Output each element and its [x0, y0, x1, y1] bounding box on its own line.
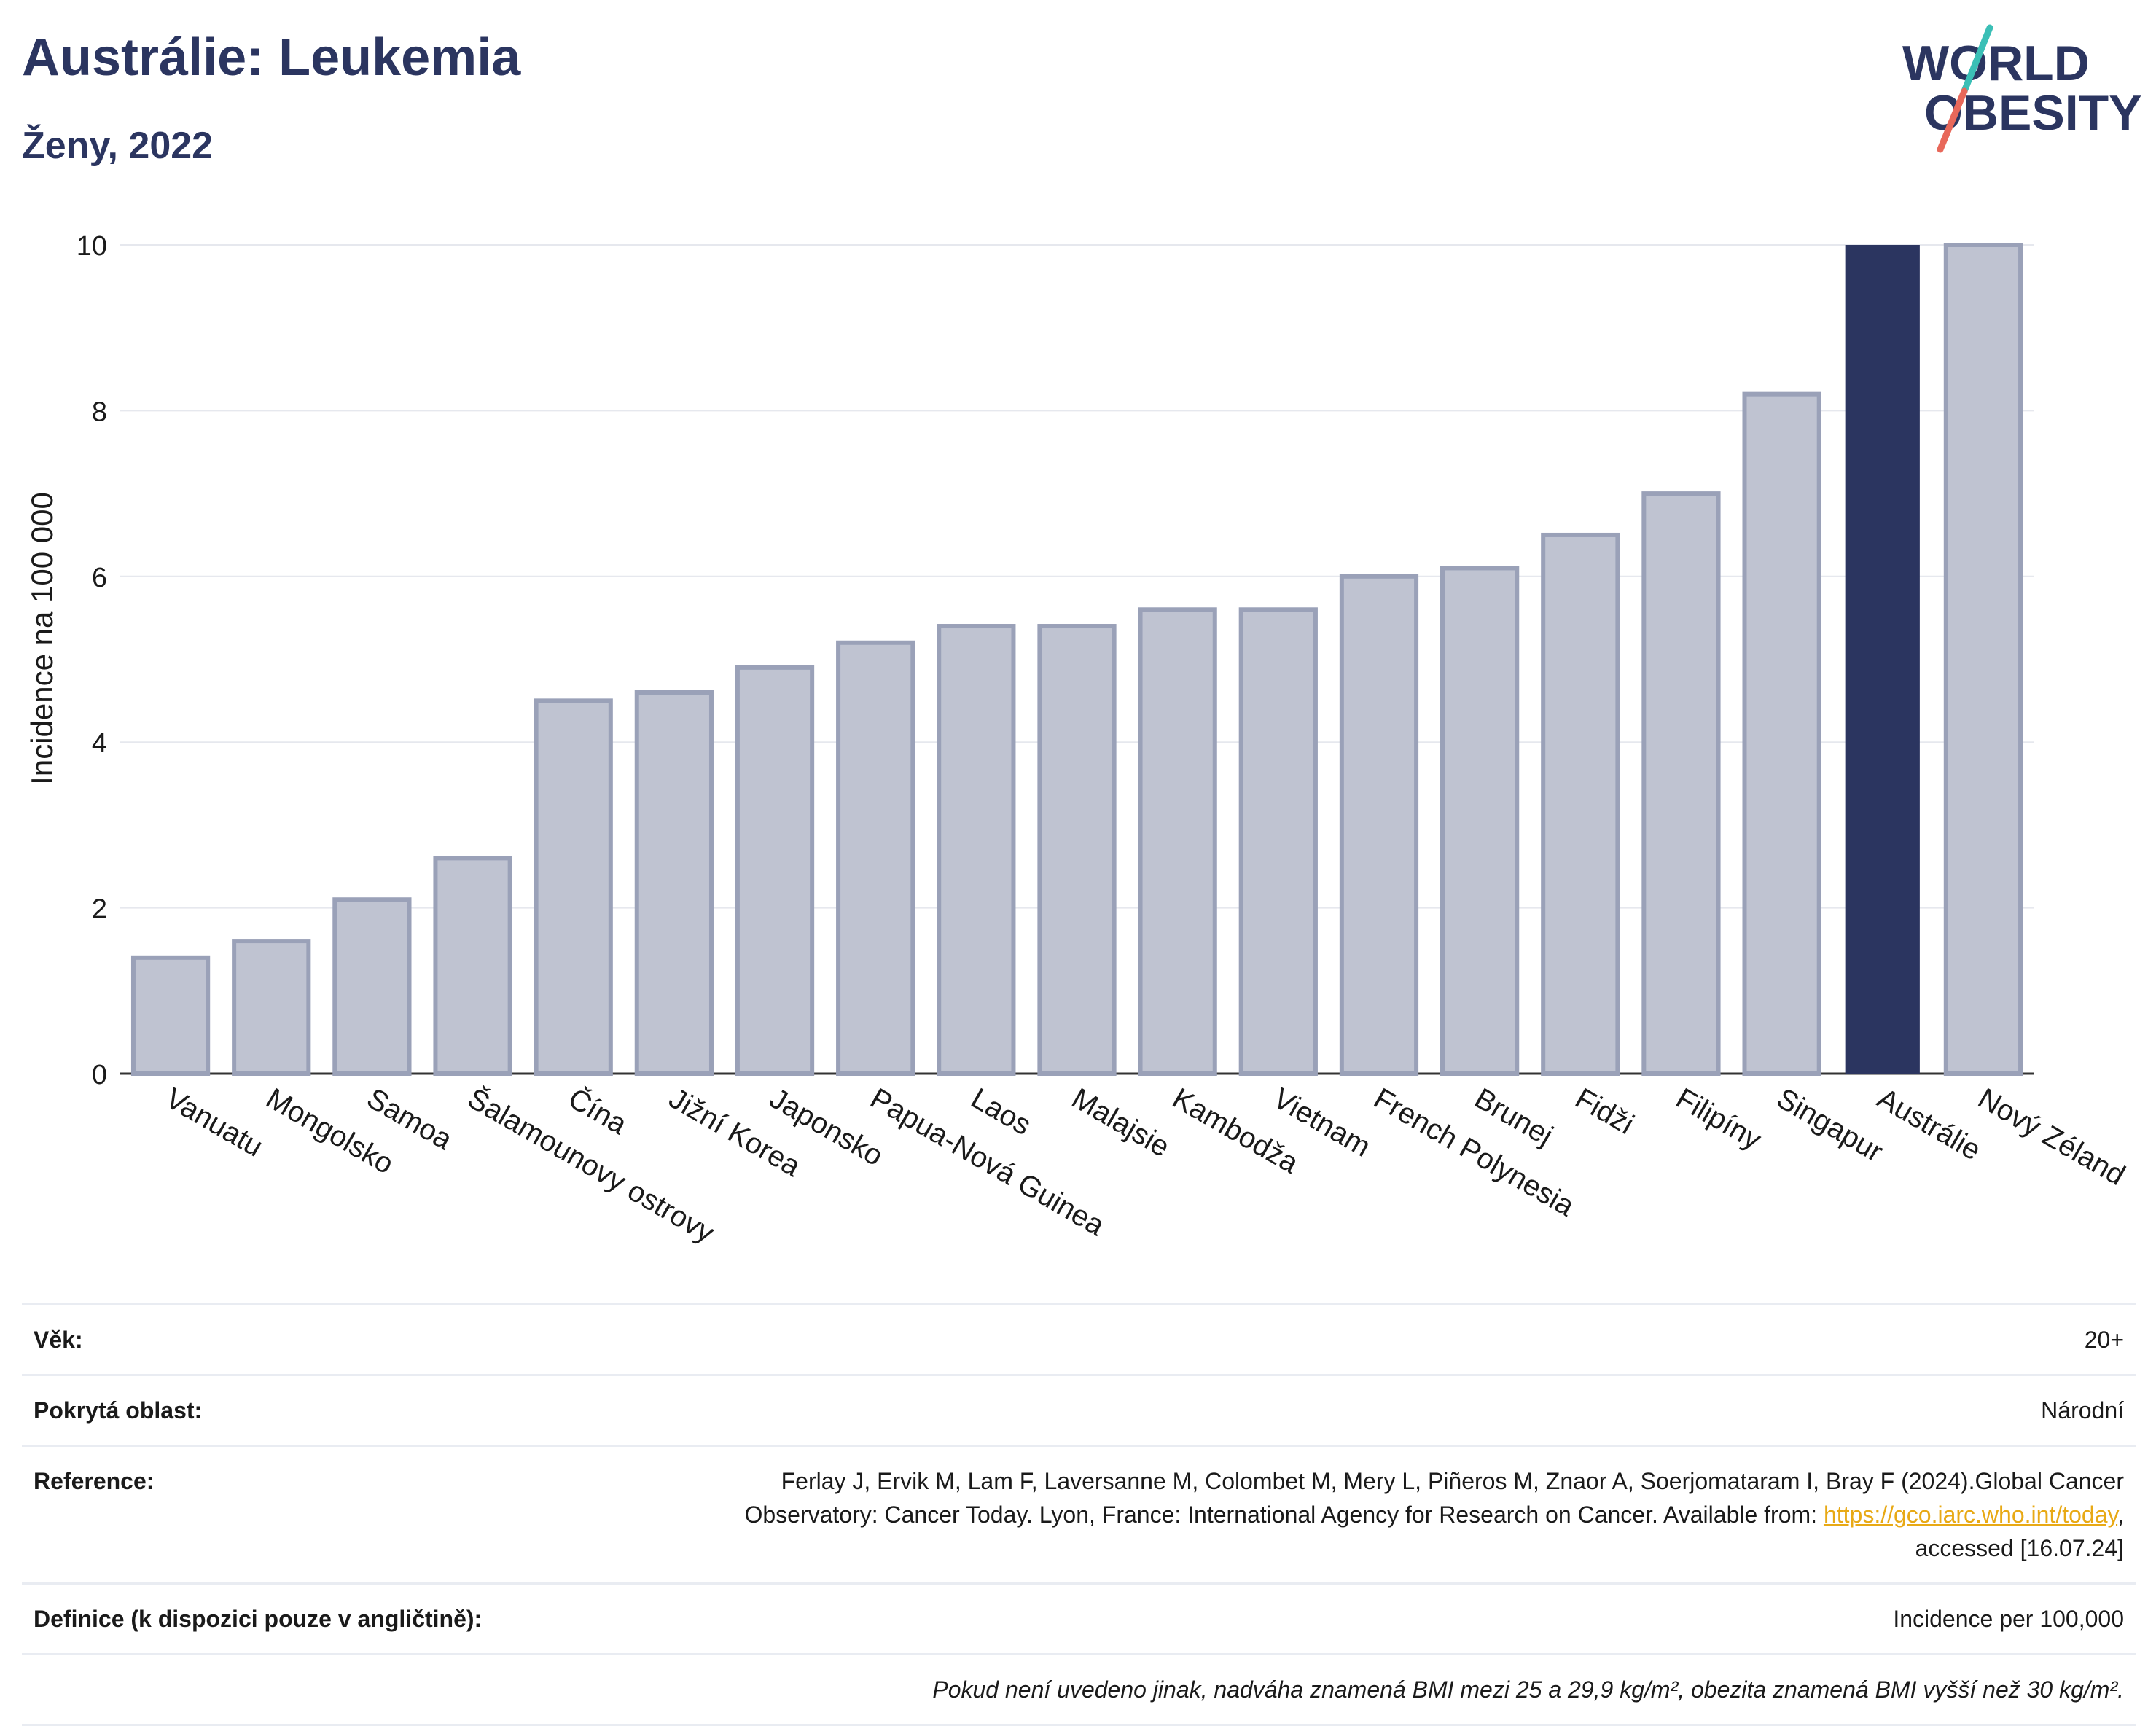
page-subtitle: Ženy, 2022 [22, 125, 214, 167]
bar-11 [1238, 607, 1318, 1076]
bar-13 [1440, 566, 1520, 1076]
logo-slash-coral [1937, 87, 1968, 153]
x-tick-label: Fidži [1570, 1082, 1639, 1141]
bar-18 [1943, 243, 2023, 1076]
x-tick-label: Singapur [1771, 1082, 1889, 1168]
bar-4 [534, 698, 613, 1076]
x-tick-label: Nový Zéland [1972, 1082, 2130, 1192]
bar-layer [130, 243, 2023, 1076]
x-tick-label: Laos [966, 1082, 1036, 1141]
age-label: Věk: [22, 1303, 614, 1375]
bar-2 [332, 897, 412, 1076]
reference-line3: accessed [16.07.24] [1915, 1535, 2124, 1561]
definition-label: Definice (k dispozici pouze v angličtině… [22, 1582, 614, 1655]
info-row-note: Pokud není uvedeno jinak, nadváha znamen… [22, 1653, 2136, 1726]
y-tick-label: 0 [92, 1060, 107, 1090]
age-value: 20+ [614, 1303, 2136, 1375]
bar-17 [1845, 245, 1920, 1074]
reference-line1: Ferlay J, Ervik M, Lam F, Laversanne M, … [781, 1468, 2124, 1494]
definition-value: Incidence per 100,000 [614, 1582, 2136, 1655]
reference-value: Ferlay J, Ervik M, Lam F, Laversanne M, … [614, 1445, 2136, 1584]
bar-14 [1541, 532, 1620, 1076]
x-tick-label: Malajsie [1066, 1082, 1175, 1163]
reference-link[interactable]: https://gco.iarc.who.int/today [1823, 1502, 2118, 1528]
y-tick-label: 4 [92, 728, 107, 759]
info-row-reference: Reference: Ferlay J, Ervik M, Lam F, Lav… [22, 1445, 2136, 1584]
coverage-label: Pokrytá oblast: [22, 1374, 614, 1446]
world-obesity-logo: WORLD OBESITY [1902, 24, 2142, 153]
info-table: Věk: 20+ Pokrytá oblast: Národní Referen… [22, 1303, 2136, 1726]
bar-12 [1339, 574, 1419, 1076]
bar-7 [836, 640, 915, 1076]
y-tick-label: 6 [92, 563, 107, 593]
reference-line2-pre: Observatory: Cancer Today. Lyon, France:… [744, 1502, 1824, 1528]
y-tick-label: 2 [92, 894, 107, 925]
x-tick-label: Čína [563, 1082, 633, 1141]
bar-3 [433, 856, 512, 1076]
bar-16 [1742, 391, 1821, 1076]
x-tick-label: Filipíny [1671, 1082, 1767, 1156]
info-row-definition: Definice (k dispozici pouze v angličtině… [22, 1582, 2136, 1655]
reference-label: Reference: [22, 1445, 614, 1584]
y-tick-layer: 0 2 4 6 8 10 [77, 231, 107, 1090]
bar-5 [634, 690, 714, 1076]
reference-line2-post: , [2117, 1502, 2124, 1528]
bar-0 [130, 955, 211, 1076]
bar-10 [1138, 607, 1217, 1076]
logo-line1: WORLD [1902, 36, 2090, 91]
x-tick-label: Vanuatu [160, 1082, 268, 1163]
bar-1 [232, 939, 311, 1076]
y-tick-label: 10 [77, 231, 107, 262]
x-tick-label: Austrálie [1872, 1082, 1986, 1167]
info-row-coverage: Pokrytá oblast: Národní [22, 1374, 2136, 1446]
y-tick-label: 8 [92, 397, 107, 427]
info-row-age: Věk: 20+ [22, 1303, 2136, 1375]
bar-9 [1037, 624, 1117, 1076]
y-axis-title: Incidence na 100 000 [25, 492, 59, 785]
logo-slash-teal [1961, 24, 1993, 95]
bar-6 [735, 665, 815, 1076]
page-title: Austrálie: Leukemia [22, 28, 521, 87]
bmi-note: Pokud není uvedeno jinak, nadváha znamen… [614, 1653, 2136, 1726]
bar-15 [1641, 491, 1721, 1076]
bar-8 [937, 624, 1016, 1076]
coverage-value: Národní [614, 1374, 2136, 1446]
